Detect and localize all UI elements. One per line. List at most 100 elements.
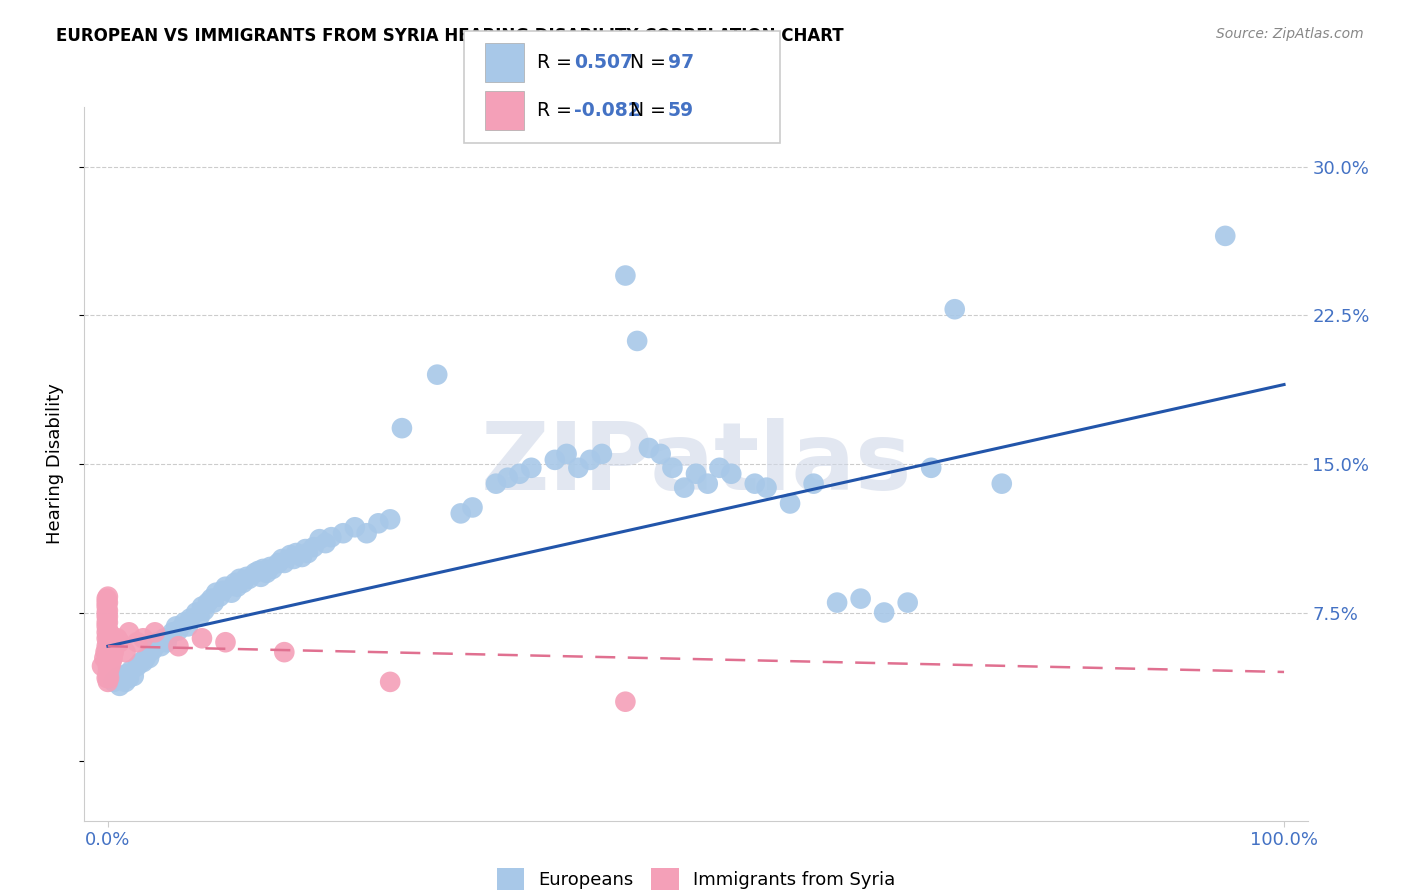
Point [96,615,118,630]
Point [461,500,484,515]
Point [167,624,190,638]
Point [96,671,118,685]
Y-axis label: Hearing Disability: Hearing Disability [45,384,63,544]
Point [638,441,661,455]
Point [100,645,122,659]
Point [249,570,271,584]
Point [98,625,121,640]
Point [849,591,872,606]
Point [661,460,683,475]
Point [720,467,742,481]
Point [129,655,152,669]
Point [873,606,896,620]
Point [391,421,413,435]
Point [103,635,125,649]
Point [118,671,141,685]
Point [243,566,266,580]
Point [97,624,120,638]
Point [259,560,281,574]
Point [991,476,1014,491]
Point [94,645,117,659]
Point [100,655,122,669]
Point [262,562,284,576]
Point [142,643,165,657]
Point [343,520,366,534]
Point [897,596,920,610]
Point [118,625,141,640]
Point [544,453,567,467]
Point [920,460,942,475]
Point [267,556,290,570]
Point [308,532,330,546]
Point [96,606,118,620]
Point [221,585,243,599]
Point [450,507,472,521]
Point [114,674,136,689]
Point [179,611,201,625]
Point [297,546,319,560]
Point [167,639,190,653]
Point [591,447,613,461]
Point [97,635,120,649]
Point [238,572,260,586]
Point [191,632,214,646]
Point [626,334,648,348]
Point [235,570,257,584]
Point [108,679,131,693]
Point [614,695,637,709]
Text: 59: 59 [668,101,695,120]
Point [97,649,120,664]
Text: N =: N = [630,101,672,120]
Point [291,549,314,564]
Point [779,496,801,510]
Point [650,447,672,461]
Point [173,615,195,630]
Point [696,476,718,491]
Point [803,476,825,491]
Text: 97: 97 [668,53,695,72]
Point [97,674,120,689]
Point [97,609,120,624]
Point [273,645,295,659]
Point [271,552,294,566]
Point [96,632,118,646]
Point [332,526,354,541]
Point [98,649,121,664]
Point [755,481,778,495]
Point [1213,228,1236,243]
Point [825,596,848,610]
Point [149,639,172,653]
Text: -0.082: -0.082 [574,101,640,120]
Point [224,575,246,590]
Point [96,619,118,633]
Point [97,615,120,630]
Point [184,606,207,620]
Point [97,659,120,673]
Point [97,669,120,683]
Point [426,368,449,382]
Point [156,635,179,649]
Text: Source: ZipAtlas.com: Source: ZipAtlas.com [1216,27,1364,41]
Point [103,674,125,689]
Point [380,674,402,689]
Point [356,526,378,541]
Point [193,603,215,617]
Point [115,667,138,681]
Point [143,639,166,653]
Point [96,609,118,624]
Point [302,540,325,554]
Point [98,645,121,659]
Point [98,671,121,685]
Point [214,580,236,594]
Point [247,564,270,578]
Point [98,655,121,669]
Point [135,651,157,665]
Point [96,599,118,614]
Point [96,645,118,659]
Point [93,651,115,665]
Point [97,665,120,679]
Point [252,562,274,576]
Point [579,453,602,467]
Point [162,625,184,640]
Point [228,572,250,586]
